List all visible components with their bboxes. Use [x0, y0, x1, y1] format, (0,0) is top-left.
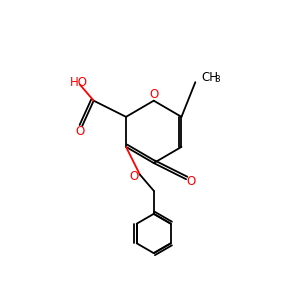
Text: O: O [75, 125, 85, 138]
Text: O: O [149, 88, 158, 101]
Text: CH: CH [201, 70, 218, 84]
Text: O: O [187, 175, 196, 188]
Text: 3: 3 [214, 75, 220, 84]
Text: HO: HO [70, 76, 88, 89]
Text: O: O [130, 170, 139, 183]
